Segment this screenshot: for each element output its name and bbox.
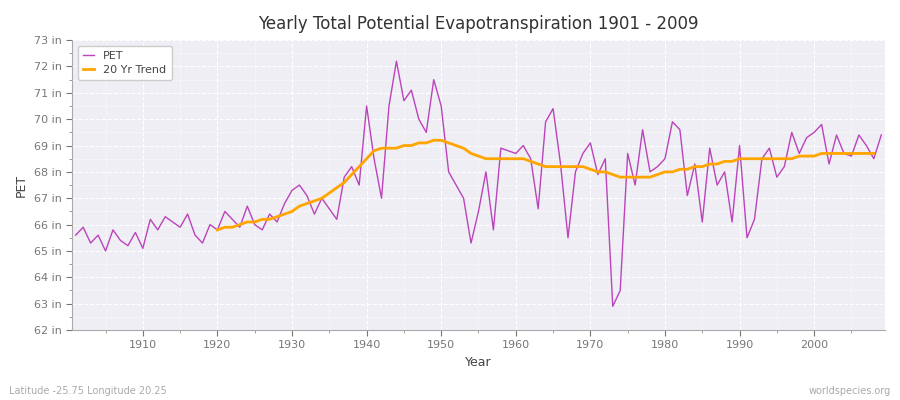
20 Yr Trend [473, 154, 484, 158]
PET [338, 175, 349, 180]
20 Yr Trend [428, 138, 439, 143]
20 Yr Trend [279, 212, 290, 216]
20 Yr Trend [555, 164, 566, 169]
PET [510, 151, 521, 156]
PET [518, 143, 528, 148]
Line: 20 Yr Trend: 20 Yr Trend [218, 140, 874, 230]
PET [615, 288, 626, 293]
20 Yr Trend [212, 228, 223, 232]
Text: Latitude -25.75 Longitude 20.25: Latitude -25.75 Longitude 20.25 [9, 386, 166, 396]
Y-axis label: PET: PET [15, 174, 28, 197]
20 Yr Trend [294, 204, 305, 208]
PET [391, 59, 401, 64]
Text: worldspecies.org: worldspecies.org [809, 386, 891, 396]
Line: PET: PET [76, 61, 881, 306]
PET [608, 304, 618, 309]
PET [876, 132, 886, 137]
PET [70, 233, 81, 238]
X-axis label: Year: Year [465, 356, 491, 369]
Legend: PET, 20 Yr Trend: PET, 20 Yr Trend [77, 46, 172, 80]
20 Yr Trend [868, 151, 879, 156]
Title: Yearly Total Potential Evapotranspiration 1901 - 2009: Yearly Total Potential Evapotranspiratio… [258, 15, 698, 33]
PET [130, 230, 140, 235]
20 Yr Trend [346, 172, 357, 177]
20 Yr Trend [801, 154, 812, 158]
PET [294, 183, 305, 188]
